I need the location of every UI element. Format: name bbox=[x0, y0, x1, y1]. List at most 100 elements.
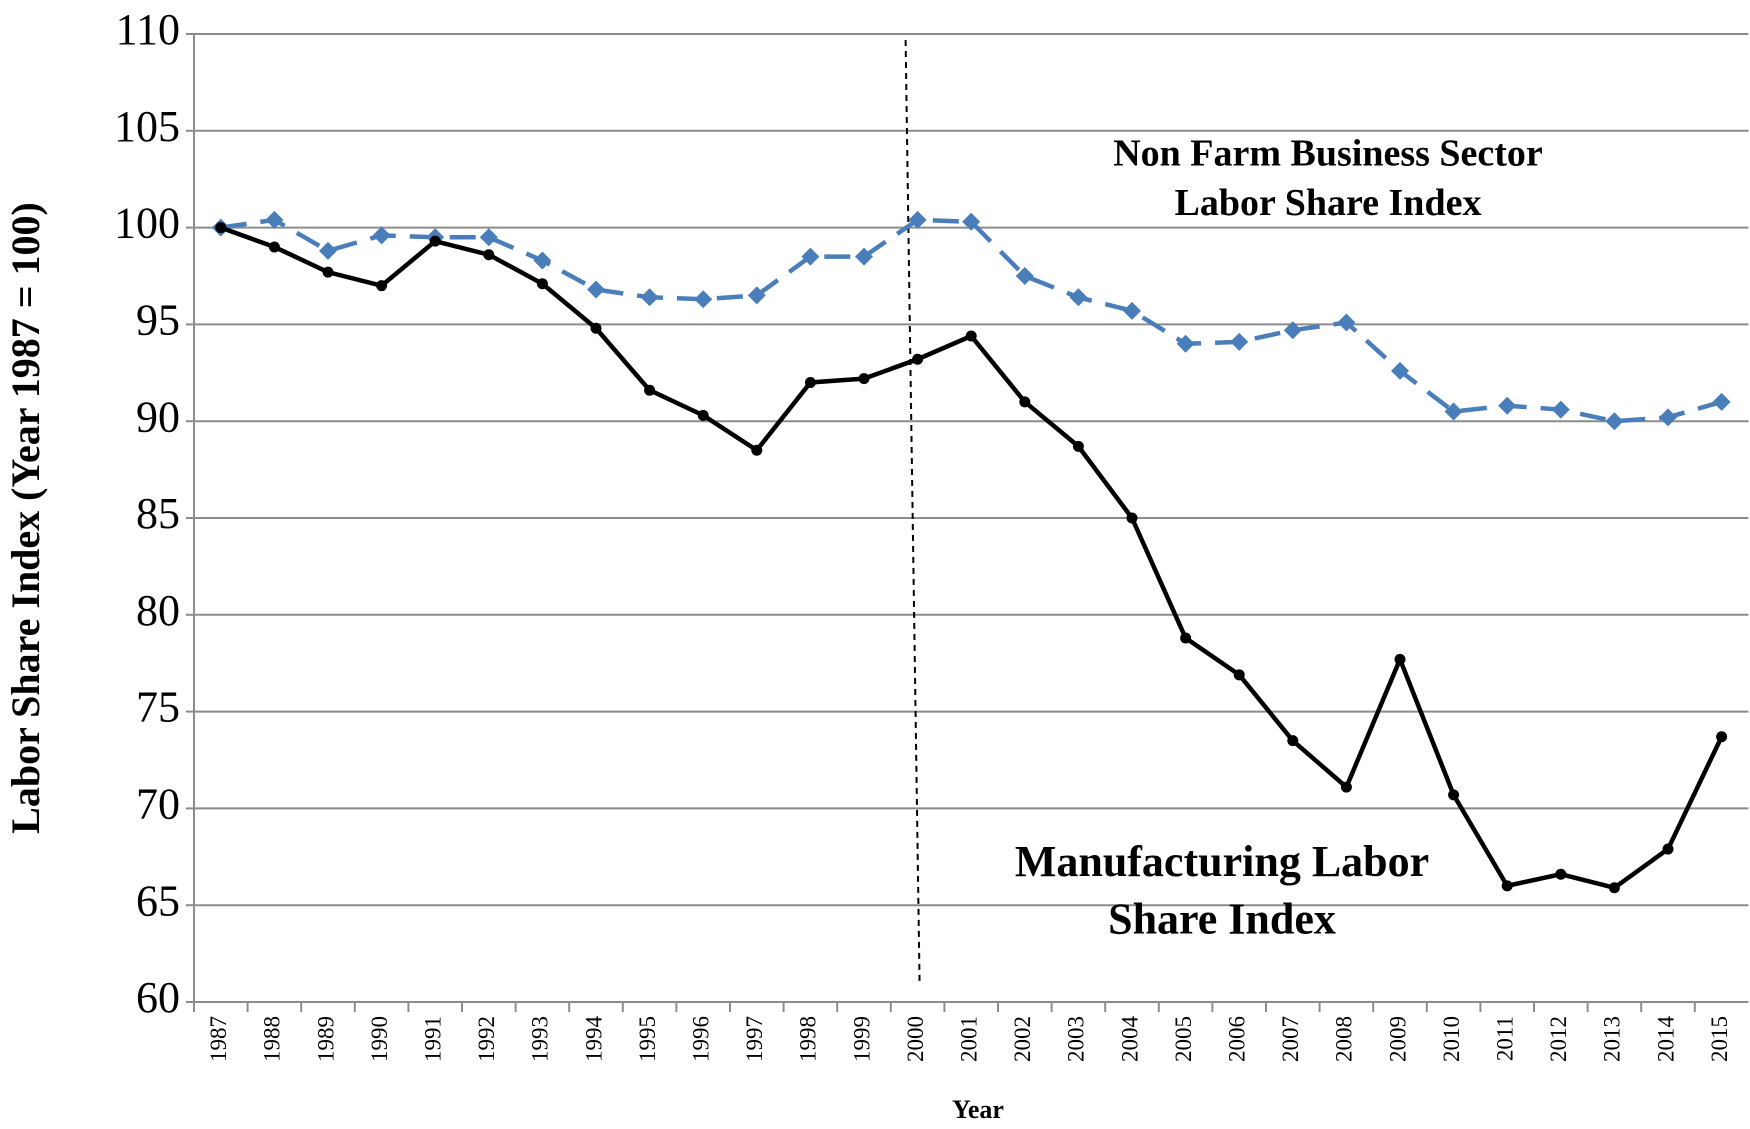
x-tick-label: 1987 bbox=[206, 1016, 231, 1062]
x-tick-label: 2014 bbox=[1653, 1016, 1678, 1063]
x-tick-label: 2001 bbox=[956, 1016, 981, 1062]
point-marker bbox=[1712, 392, 1731, 411]
point-marker bbox=[694, 290, 713, 309]
x-tick-label: 2010 bbox=[1439, 1016, 1464, 1062]
point-marker bbox=[587, 280, 605, 299]
point-marker bbox=[1608, 882, 1620, 894]
series-annotation: Non Farm Business Sector bbox=[1113, 133, 1543, 175]
point-marker bbox=[483, 249, 495, 261]
series-line bbox=[220, 225, 1724, 891]
y-tick-label: 100 bbox=[114, 199, 180, 248]
point-marker bbox=[1659, 408, 1677, 427]
point-marker bbox=[1176, 334, 1195, 353]
series-annotation: Manufacturing Labor bbox=[1015, 837, 1429, 886]
point-marker bbox=[1287, 735, 1299, 747]
y-tick-label: 110 bbox=[116, 5, 180, 54]
x-axis-label: Year bbox=[952, 1095, 1004, 1124]
point-marker bbox=[479, 228, 498, 247]
point-marker bbox=[801, 247, 820, 266]
point-marker bbox=[1337, 313, 1356, 332]
point-marker bbox=[855, 247, 873, 266]
y-tick-label: 90 bbox=[136, 392, 180, 441]
point-marker bbox=[1394, 653, 1406, 665]
y-tick-label: 80 bbox=[136, 586, 180, 635]
point-marker bbox=[265, 210, 284, 229]
y-axis-label: Labor Share Index (Year 1987 = 100) bbox=[3, 202, 48, 834]
x-tick-label: 1989 bbox=[313, 1016, 338, 1062]
point-marker bbox=[268, 241, 280, 253]
x-tick-label: 1988 bbox=[260, 1016, 285, 1062]
point-marker bbox=[858, 373, 870, 385]
point-marker bbox=[1233, 669, 1245, 681]
x-tick-label: 2011 bbox=[1492, 1016, 1517, 1061]
point-marker bbox=[1448, 789, 1460, 801]
point-marker bbox=[533, 251, 552, 270]
x-tick-label: 2009 bbox=[1385, 1016, 1410, 1062]
point-marker bbox=[1444, 402, 1463, 421]
point-marker bbox=[1551, 400, 1570, 419]
x-tick-label: 2005 bbox=[1171, 1016, 1196, 1062]
point-marker bbox=[1230, 332, 1249, 351]
point-marker bbox=[747, 286, 766, 305]
x-tick-label: 2008 bbox=[1332, 1016, 1357, 1062]
point-marker bbox=[1391, 361, 1409, 380]
x-tick-label: 1995 bbox=[635, 1016, 660, 1062]
reference-line bbox=[904, 39, 921, 985]
point-marker bbox=[215, 222, 227, 234]
point-marker bbox=[590, 322, 602, 334]
x-tick-label: 2003 bbox=[1064, 1016, 1089, 1062]
x-tick-label: 1996 bbox=[688, 1016, 713, 1062]
y-tick-label: 60 bbox=[136, 973, 180, 1022]
point-marker bbox=[1019, 396, 1031, 408]
point-marker bbox=[376, 280, 388, 292]
point-marker bbox=[644, 384, 656, 396]
point-marker bbox=[372, 226, 391, 245]
point-marker bbox=[1716, 731, 1728, 743]
x-tick-label: 1991 bbox=[420, 1016, 445, 1062]
point-marker bbox=[640, 288, 659, 307]
point-marker bbox=[1126, 512, 1138, 524]
point-marker bbox=[804, 376, 816, 388]
point-marker bbox=[319, 241, 337, 260]
point-marker bbox=[1015, 267, 1034, 285]
point-marker bbox=[751, 444, 763, 456]
point-marker bbox=[1072, 440, 1084, 452]
point-marker bbox=[1069, 288, 1088, 307]
x-tick-label: 1990 bbox=[367, 1016, 392, 1062]
y-tick-label: 95 bbox=[136, 295, 180, 344]
x-tick-label: 1994 bbox=[581, 1016, 606, 1063]
x-tick-label: 2006 bbox=[1224, 1016, 1249, 1062]
point-marker bbox=[1555, 868, 1567, 880]
x-tick-label: 2000 bbox=[903, 1016, 928, 1062]
x-tick-label: 1992 bbox=[474, 1016, 499, 1062]
x-tick-label: 1999 bbox=[849, 1016, 874, 1062]
point-marker bbox=[1501, 880, 1513, 892]
x-tick-label: 2002 bbox=[1010, 1016, 1035, 1062]
point-marker bbox=[962, 212, 981, 231]
y-tick-label: 105 bbox=[114, 102, 180, 151]
point-marker bbox=[1283, 321, 1302, 340]
point-marker bbox=[1662, 843, 1674, 855]
point-marker bbox=[429, 235, 441, 247]
point-marker bbox=[1605, 412, 1624, 431]
x-tick-label: 2015 bbox=[1707, 1016, 1732, 1062]
point-marker bbox=[1123, 301, 1141, 320]
point-marker bbox=[912, 353, 924, 365]
y-tick-label: 75 bbox=[136, 683, 180, 732]
x-tick-label: 1997 bbox=[742, 1016, 767, 1062]
point-marker bbox=[1498, 396, 1517, 415]
point-marker bbox=[965, 330, 977, 342]
x-tick-label: 2013 bbox=[1600, 1016, 1625, 1062]
series-annotation: Labor Share Index bbox=[1175, 182, 1482, 224]
series-annotation: Share Index bbox=[1108, 894, 1336, 943]
x-tick-label: 1993 bbox=[528, 1016, 553, 1062]
x-tick-label: 2004 bbox=[1117, 1016, 1142, 1063]
point-marker bbox=[908, 210, 927, 229]
point-marker bbox=[1180, 632, 1192, 644]
point-marker bbox=[1340, 781, 1352, 793]
x-tick-label: 2007 bbox=[1278, 1016, 1303, 1062]
x-tick-label: 1998 bbox=[796, 1016, 821, 1062]
x-tick-label: 2012 bbox=[1546, 1016, 1571, 1062]
